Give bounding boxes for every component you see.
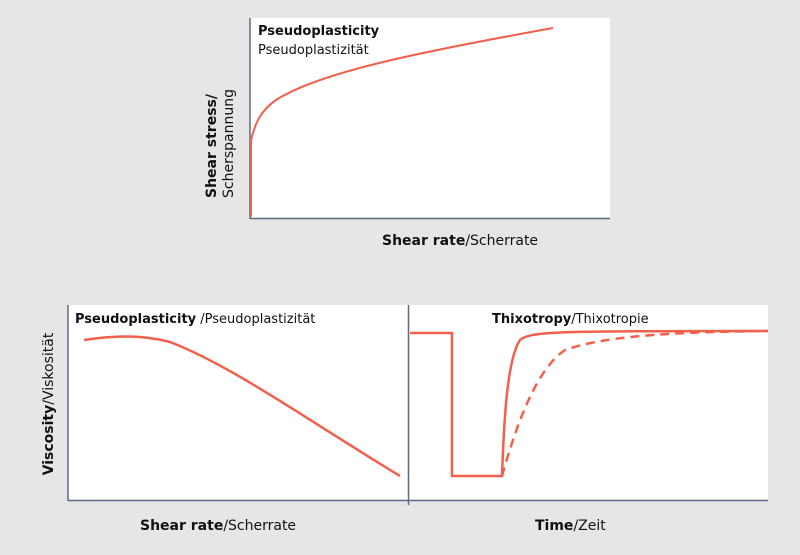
top-y-axis-label: Shear stress/ Scherspannung (204, 48, 238, 198)
top-y-axis-label-bold: Shear stress/ (204, 94, 220, 198)
top-x-axis-label: Shear rate/Scherrate (382, 233, 538, 249)
bottom-left-viscosity-curve (83, 335, 401, 478)
bottom-left-x-axis-label: Shear rate/Scherrate (140, 518, 296, 534)
bottom-right-x-label-bold: Time (535, 518, 574, 534)
bottom-right-x-axis-label: Time/Zeit (535, 518, 606, 534)
top-x-axis-label-regular: /Scherrate (465, 233, 539, 249)
bottom-left-x-label-bold: Shear rate (140, 518, 224, 534)
bottom-left-title-regular: /Pseudoplastizität (196, 312, 316, 327)
bottom-right-x-label-regular: /Zeit (573, 518, 606, 534)
thixotropy-solid-curve (410, 329, 769, 478)
bottom-left-x-label-regular: /Scherrate (223, 518, 297, 534)
top-chart-title-bold: Pseudoplasticity (258, 24, 380, 39)
top-y-axis-label-regular: Scherspannung (221, 89, 237, 198)
bottom-right-title-bold: Thixotropy (492, 312, 572, 327)
bottom-right-title-regular: /Thixotropie (571, 312, 649, 327)
bottom-left-title-bold: Pseudoplasticity (75, 312, 197, 327)
bottom-right-chart-panel (409, 305, 768, 500)
top-pseudoplastic-curve (250, 27, 554, 217)
top-chart-subtitle: Pseudoplastizität (258, 43, 369, 58)
bottom-y-axis-label-bold: Viscosity (41, 404, 57, 476)
bottom-right-chart-title: Thixotropy/Thixotropie (492, 312, 649, 327)
bottom-y-axis-label-regular: /Viskosität (41, 332, 57, 405)
bottom-y-axis-label: Viscosity/Viskosität (40, 329, 58, 479)
bottom-left-chart-title: Pseudoplasticity /Pseudoplastizität (75, 312, 315, 327)
thixotropy-dashed-curve (500, 329, 769, 477)
top-chart-title: Pseudoplasticity (258, 24, 379, 39)
top-x-axis-label-bold: Shear rate (382, 233, 466, 249)
